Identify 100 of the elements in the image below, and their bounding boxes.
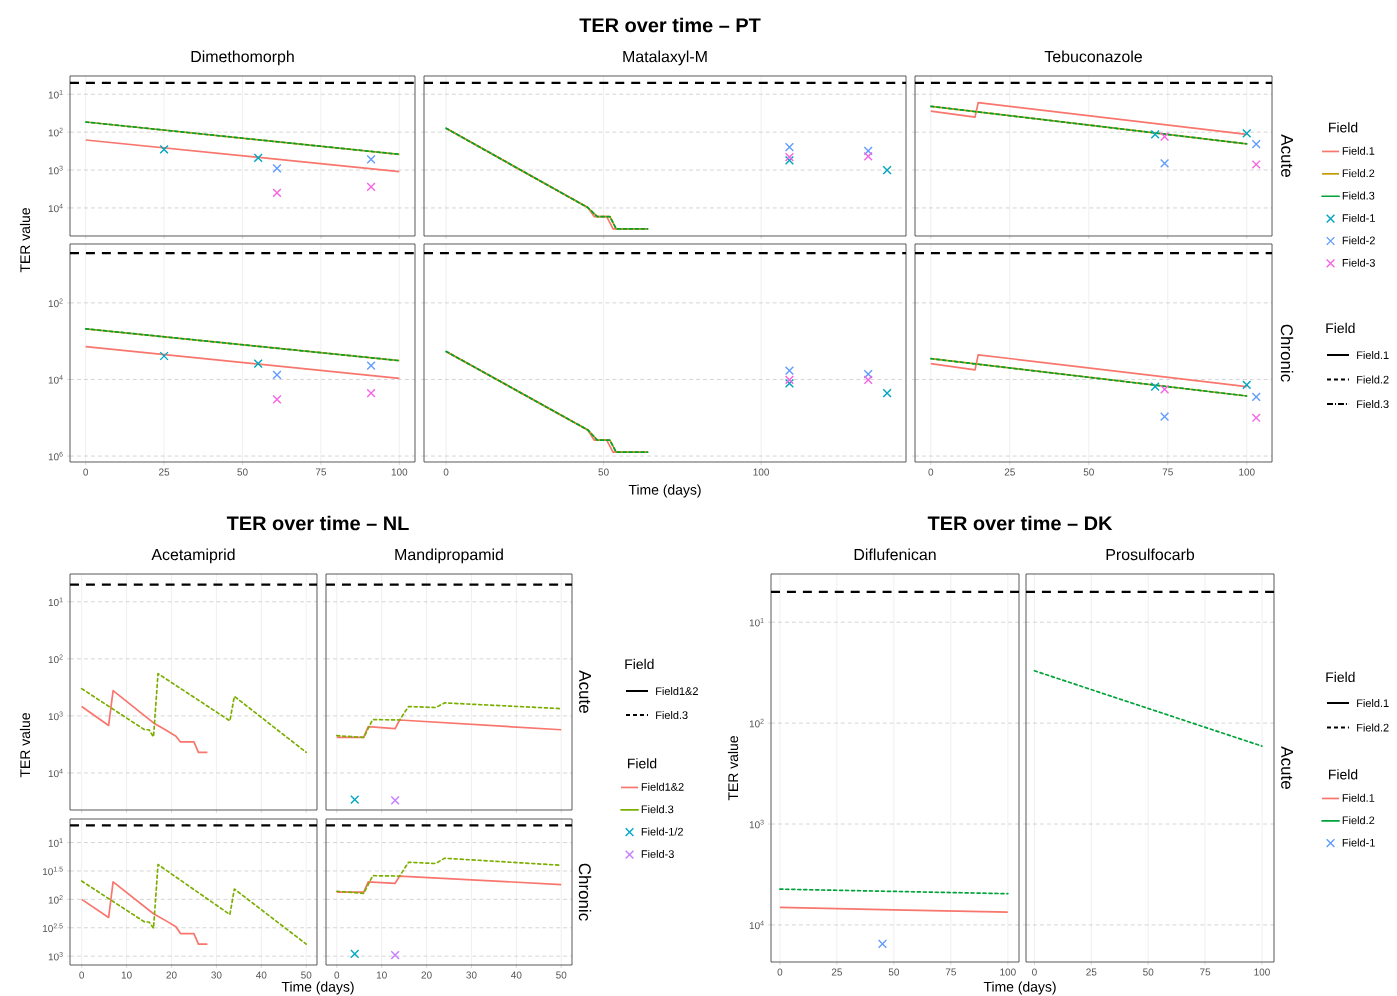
text: TER over time – PT [579, 17, 761, 33]
x-axis-title: Time (days) [281, 981, 354, 995]
x-tick-label: 25 [1004, 468, 1015, 476]
y-tick-label: 10$^{1}$ [48, 597, 63, 607]
legend-label: Field.3 [1342, 191, 1375, 200]
x-tick-label: 75 [945, 968, 956, 976]
x-tick-label: 75 [1162, 468, 1173, 476]
x-tick-label: 100 [1000, 968, 1016, 976]
x-axis-title: Time (days) [983, 981, 1056, 995]
y-tick-label: 10$^{1}$ [48, 89, 63, 99]
legend-label: Field-3 [1342, 258, 1375, 267]
y-tick-label: 10$^{1.5}$ [42, 866, 63, 876]
text: Field.1 [1357, 698, 1389, 708]
legend-title: Field [628, 758, 657, 769]
y-tick-label: 10$^{3}$ [48, 951, 63, 961]
x-tick-label: 75 [1200, 968, 1211, 976]
y2-axis-title: Acute [1281, 746, 1293, 789]
text: Field [625, 658, 654, 670]
x-tick-label: 50 [556, 971, 567, 979]
text: Field.3 [656, 710, 688, 720]
x-tick-label: 20 [166, 971, 177, 979]
x-tick-label: 75 [315, 468, 327, 476]
legend-label: Field-1 [1342, 838, 1375, 847]
y-tick-label: 10$^{1}$ [48, 838, 63, 847]
legend-title: Field [1329, 122, 1358, 133]
x-tick-label: 25 [831, 968, 843, 976]
chart-title: Matalaxyl-M [623, 50, 707, 66]
y-tick-label: 10$^{4}$ [48, 768, 63, 778]
x-tick-label: 0 [83, 468, 89, 476]
x-tick-label: 50 [1083, 468, 1094, 476]
chart-title: Prosulfocarb [1106, 548, 1195, 561]
x-tick-label: 0 [79, 971, 85, 979]
y-tick-label: 10$^{4}$ [749, 920, 764, 930]
x-tick-label: 50 [1143, 968, 1154, 976]
x-tick-label: 25 [159, 468, 170, 476]
chart-title: Dimethomorph [191, 50, 294, 66]
y-tick-label: 10$^{3}$ [48, 711, 63, 721]
legend-label: Field-1/2 [641, 827, 683, 836]
chart-title: Tebuconazole [1044, 50, 1142, 63]
legend-label: Field.1 [1342, 146, 1375, 155]
y-tick-label: 10$^{1}$ [749, 617, 764, 627]
chart-title: Diflufenican [854, 548, 936, 561]
y-tick-label: 10$^{6}$ [48, 451, 63, 461]
text: Field.1 [1357, 350, 1389, 360]
y2-axis-title: Acute [579, 670, 591, 713]
x-tick-label: 40 [256, 971, 267, 979]
x-tick-label: 40 [511, 971, 522, 979]
x-tick-label: 0 [334, 971, 340, 979]
x-tick-label: 20 [421, 971, 432, 979]
y-axis-title: TER value [19, 713, 31, 778]
x-tick-label: 50 [237, 468, 248, 476]
chart-title: Mandipropamid [395, 548, 503, 564]
legend-label: Field.2 [1342, 816, 1375, 825]
x-tick-label: 10 [121, 971, 132, 979]
y-axis-title: TER value [727, 736, 739, 801]
y-tick-label: 10$^{2}$ [749, 718, 764, 728]
text: Field.3 [1357, 399, 1389, 409]
y-tick-label: 10$^{2}$ [48, 127, 63, 137]
legend-label: Field.1 [1342, 793, 1375, 802]
text: Field [1326, 322, 1355, 334]
x-tick-label: 10 [376, 971, 387, 979]
x-tick-label: 0 [777, 968, 783, 976]
text: TER over time – DK [927, 515, 1113, 531]
x-tick-label: 50 [598, 468, 609, 476]
y-tick-label: 10$^{2}$ [48, 298, 63, 308]
legend-label: Field-2 [1342, 236, 1375, 245]
legend-label: Field.3 [641, 805, 674, 814]
legend-label: Field.2 [1342, 169, 1375, 178]
text: Field1&2 [656, 686, 698, 696]
legend-title: Field [1329, 769, 1358, 780]
x-tick-label: 100 [1239, 468, 1255, 476]
x-axis-title: Time (days) [628, 484, 701, 498]
x-tick-label: 100 [391, 468, 408, 476]
legend-label: Field-3 [641, 849, 674, 858]
text: Field.2 [1357, 375, 1389, 384]
x-tick-label: 0 [928, 468, 934, 476]
x-tick-label: 30 [211, 971, 222, 979]
legend-label: Field-1 [1342, 213, 1375, 222]
y2-axis-title: Chronic [578, 863, 592, 921]
x-tick-label: 100 [753, 468, 770, 476]
y-tick-label: 10$^{2}$ [48, 654, 63, 664]
y-tick-label: 10$^{3}$ [749, 819, 764, 829]
y-axis-title: TER value [19, 208, 31, 273]
y-tick-label: 10$^{2.5}$ [42, 923, 63, 933]
x-tick-label: 0 [1032, 968, 1037, 976]
x-tick-label: 50 [888, 968, 900, 976]
legend-label: Field1&2 [641, 782, 684, 791]
y-tick-label: 10$^{2}$ [48, 895, 63, 904]
y2-axis-title: Acute [1281, 134, 1293, 177]
y-tick-label: 10$^{3}$ [48, 165, 63, 175]
x-tick-label: 0 [443, 468, 449, 476]
text: Field [1326, 671, 1355, 683]
y-tick-label: 10$^{4}$ [48, 203, 63, 213]
y2-axis-title: Chronic [1280, 324, 1294, 382]
text: Field.2 [1357, 723, 1389, 732]
x-tick-label: 100 [1254, 968, 1270, 976]
y-tick-label: 10$^{4}$ [48, 375, 63, 384]
x-tick-label: 25 [1086, 968, 1097, 976]
chart-title: Acetamiprid [151, 548, 235, 564]
x-tick-label: 50 [301, 971, 312, 979]
